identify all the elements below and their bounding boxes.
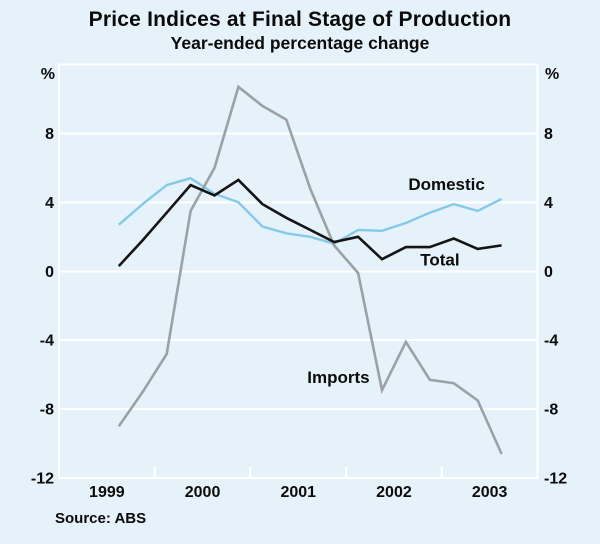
x-axis-year-label: 2000 bbox=[185, 484, 221, 501]
y-axis-label-right: -8 bbox=[544, 402, 558, 419]
y-axis-label-left: 0 bbox=[45, 264, 54, 281]
y-axis-label-left: -12 bbox=[31, 471, 54, 488]
y-unit-left: % bbox=[41, 66, 55, 83]
y-axis-label-right: -12 bbox=[544, 471, 567, 488]
chart-title: Price Indices at Final Stage of Producti… bbox=[88, 8, 512, 31]
series-label-imports: Imports bbox=[307, 368, 369, 387]
y-axis-label-right: 0 bbox=[544, 264, 553, 281]
x-axis-year-label: 1999 bbox=[89, 484, 125, 501]
y-axis-label-left: -4 bbox=[40, 333, 54, 350]
x-axis-year-label: 2003 bbox=[472, 484, 508, 501]
y-axis-label-right: 8 bbox=[544, 126, 553, 143]
y-axis-label-right: 4 bbox=[544, 195, 553, 212]
y-axis-label-right: -4 bbox=[544, 333, 558, 350]
source-note: Source: ABS bbox=[55, 510, 147, 527]
y-axis-label-left: 8 bbox=[45, 126, 54, 143]
plot-frame bbox=[57, 63, 539, 480]
y-unit-right: % bbox=[545, 66, 559, 83]
series-line-total bbox=[117, 178, 502, 267]
series-line-imports bbox=[117, 84, 503, 455]
series-label-domestic: Domestic bbox=[408, 175, 485, 194]
series-line-domestic bbox=[118, 176, 503, 245]
x-axis-year-label: 2002 bbox=[376, 484, 412, 501]
y-axis-label-left: -8 bbox=[40, 402, 54, 419]
chart-subtitle: Year-ended percentage change bbox=[170, 33, 430, 53]
x-axis-year-label: 2001 bbox=[280, 484, 316, 501]
series-label-total: Total bbox=[420, 251, 459, 270]
y-axis-label-left: 4 bbox=[45, 195, 54, 212]
